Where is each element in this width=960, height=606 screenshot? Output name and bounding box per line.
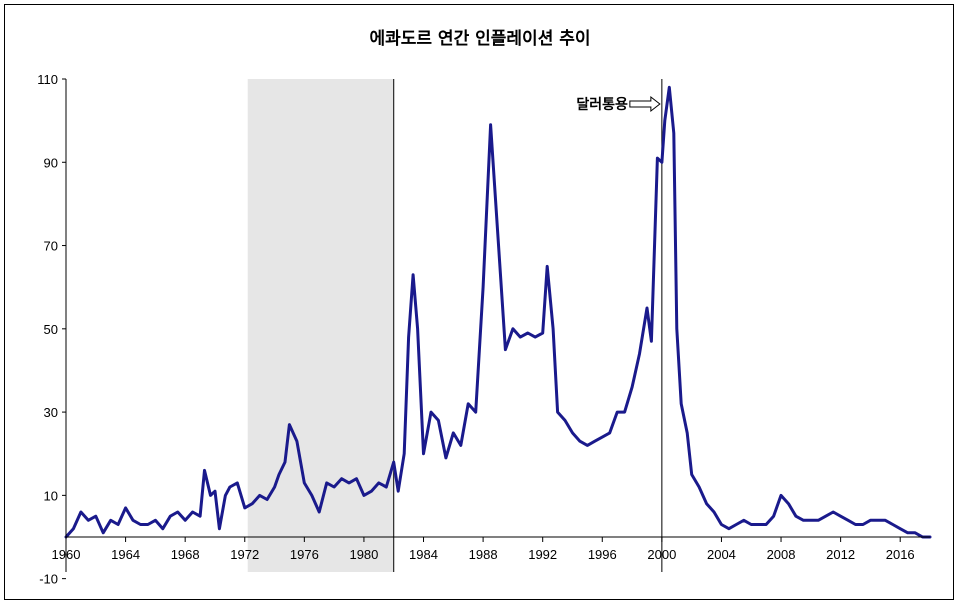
x-tick-label: 2016: [886, 547, 915, 562]
x-tick-label: 2004: [707, 547, 736, 562]
x-tick-label: 1988: [469, 547, 498, 562]
x-tick-label: 2012: [826, 547, 855, 562]
annotation-arrow-icon: [629, 95, 661, 113]
y-tick-label: -10: [39, 572, 58, 587]
y-tick-label: 110: [37, 72, 58, 87]
x-tick-label: 1972: [230, 547, 259, 562]
y-tick-label: 10: [44, 488, 58, 503]
x-tick-label: 1960: [52, 547, 81, 562]
y-tick-label: 30: [44, 405, 58, 420]
y-tick-label: 50: [44, 322, 58, 337]
inflation-line: [64, 85, 932, 539]
x-tick-label: 1976: [290, 547, 319, 562]
annotation: 달러통용: [576, 95, 661, 113]
plot-area: [66, 79, 930, 572]
x-tick-label: 1996: [588, 547, 617, 562]
x-tick-label: 2008: [767, 547, 796, 562]
x-tick-label: 1980: [349, 547, 378, 562]
y-tick-label: 70: [44, 239, 58, 254]
annotation-label: 달러통용: [576, 97, 628, 113]
x-tick-label: 1984: [409, 547, 438, 562]
x-tick-label: 1992: [528, 547, 557, 562]
x-tick-label: 1964: [111, 547, 140, 562]
y-tick-label: 90: [44, 155, 58, 170]
x-tick-label: 1968: [171, 547, 200, 562]
chart-title: 에콰도르 연간 인플레이션 추이: [369, 29, 591, 49]
x-tick-label: 2000: [647, 547, 676, 562]
